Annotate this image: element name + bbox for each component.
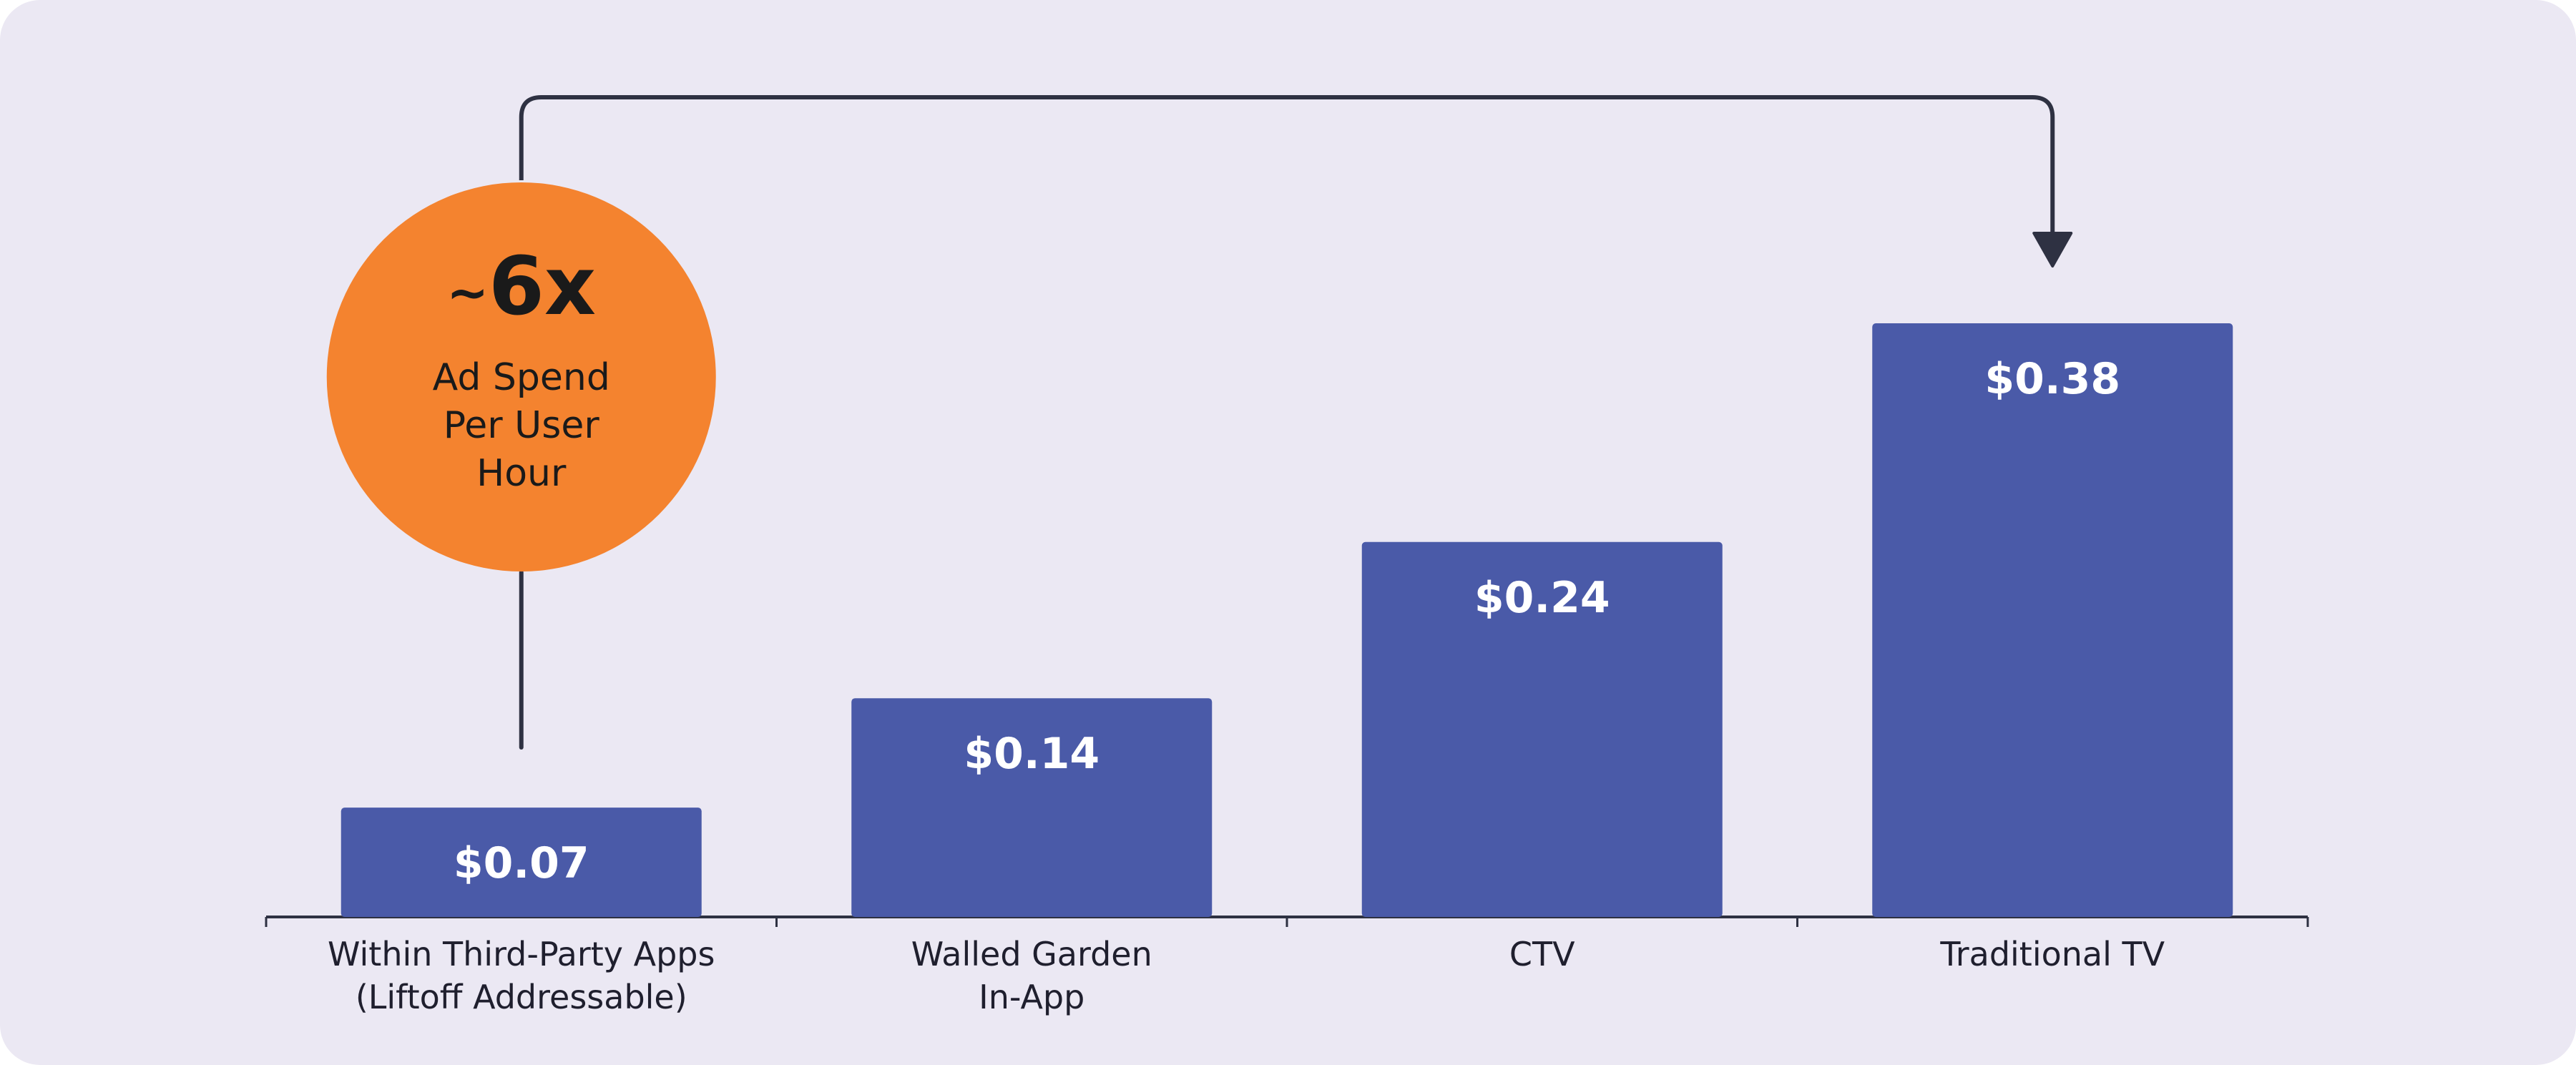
multiplier-circle (326, 182, 716, 571)
connector-arrow-line (519, 95, 2055, 237)
bar-value-label: $0.24 (1474, 573, 1610, 623)
bar-value-label: $0.14 (964, 729, 1100, 779)
category-label: (Liftoff Addressable) (356, 978, 687, 1016)
bar (341, 808, 702, 917)
category-label: CTV (1509, 935, 1575, 973)
bar-value-label: $0.38 (1984, 354, 2120, 404)
category-label: Within Third-Party Apps (328, 935, 715, 973)
category-label: Traditional TV (1939, 935, 2165, 973)
category-label: In-App (979, 978, 1084, 1016)
bar-value-label: $0.07 (454, 838, 589, 888)
bar (1361, 541, 1723, 917)
multiplier-tilde: ~ (446, 263, 489, 322)
bar (851, 698, 1213, 917)
multiplier-value: 6x (489, 240, 596, 333)
bar (1872, 323, 2233, 917)
ratio-annotation: ~6x Ad Spend Per User Hour (326, 95, 2073, 750)
annotation-caption: Per User (444, 404, 600, 447)
bars: $0.07 Within Third-Party Apps (Liftoff Add… (328, 323, 2233, 1016)
annotation-caption: Hour (476, 452, 567, 495)
category-label: Walled Garden (911, 935, 1152, 973)
annotation-caption: Ad Spend (433, 356, 610, 399)
arrowhead-icon (2032, 232, 2073, 268)
multiplier-text: ~6x (446, 240, 596, 333)
